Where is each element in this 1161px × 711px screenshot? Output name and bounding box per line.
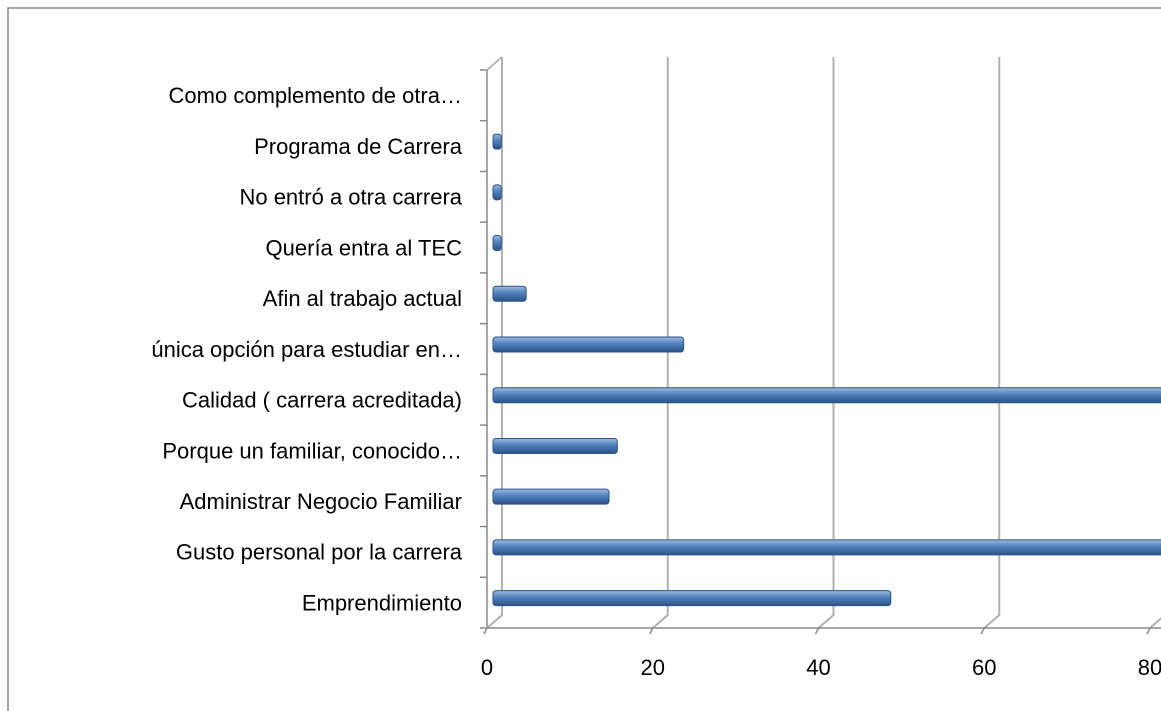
bar [492, 590, 892, 607]
y-tick-label: Programa de Carrera [254, 134, 463, 159]
x-tick [483, 627, 488, 635]
grid-line [1149, 617, 1161, 629]
grid-line [652, 57, 669, 629]
x-tick-label: 60 [972, 655, 996, 680]
x-tick [814, 627, 820, 635]
y-tick-label: Emprendimiento [302, 590, 462, 615]
x-tick [649, 627, 654, 635]
bar [492, 437, 618, 454]
y-tick-label: única opción para estudiar en… [151, 337, 462, 362]
y-tick-label: Afin al trabajo actual [263, 286, 462, 311]
x-tick [980, 627, 985, 635]
y-tick-label: Gusto personal por la carrera [176, 540, 463, 565]
y-tick-label: Como complemento de otra… [169, 83, 462, 108]
x-tick [1146, 627, 1151, 635]
bar [492, 133, 502, 150]
y-tick-label: Calidad ( carrera acreditada) [182, 388, 462, 413]
y-tick-label: No entró a otra carrera [239, 185, 462, 210]
x-tick-label: 80 [1138, 655, 1161, 680]
bar [492, 488, 610, 505]
bar [492, 387, 1161, 404]
x-tick-label: 20 [641, 655, 665, 680]
grid-line [817, 57, 835, 629]
y-tick-label: Quería entra al TEC [266, 235, 463, 260]
x-tick-label: 0 [481, 655, 493, 680]
grid-line [486, 57, 503, 629]
y-axis-back [486, 56, 503, 71]
x-tick-label: 40 [806, 655, 830, 680]
y-tick-label: Porque un familiar, conocido… [162, 438, 462, 463]
grid-line [983, 57, 1001, 629]
bar [492, 539, 1161, 556]
y-tick-label: Administrar Negocio Familiar [180, 489, 462, 514]
bar [492, 184, 502, 201]
bar [492, 235, 502, 252]
bar [492, 336, 685, 353]
bar [492, 285, 527, 302]
